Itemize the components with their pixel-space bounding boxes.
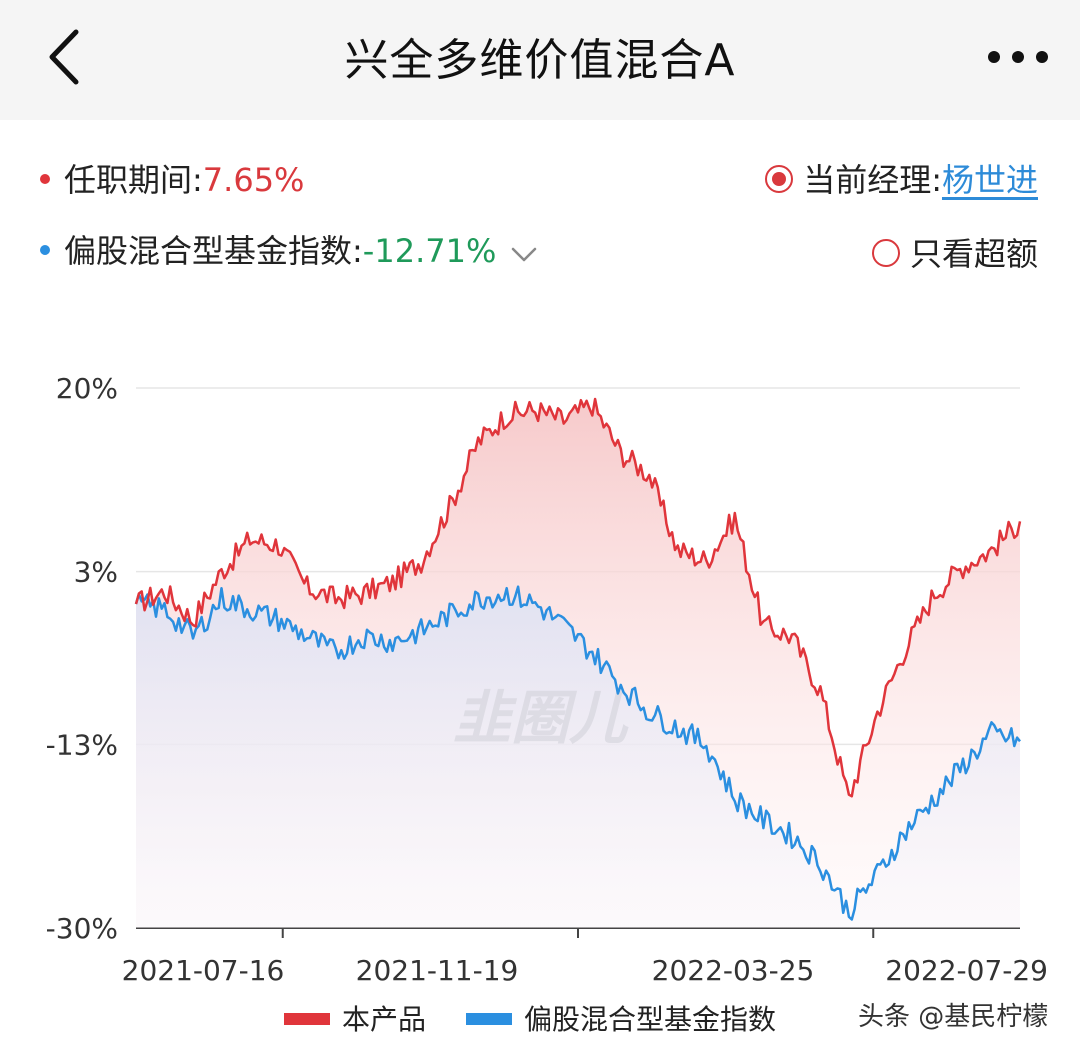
chevron-down-icon [512, 247, 537, 262]
legend-product-label: 本产品 [342, 1003, 427, 1036]
tenure-return: 任职期间:7.65% [40, 155, 304, 201]
chevron-left-icon [49, 29, 79, 85]
top-bar: 兴全多维价值混合A [0, 0, 1080, 120]
manager-name-link[interactable]: 杨世进 [941, 161, 1038, 199]
benchmark-return: 偏股混合型基金指数:-12.71% [40, 226, 538, 272]
y-tick-label: -30% [46, 912, 118, 945]
y-tick-label: -13% [46, 728, 118, 761]
legend-product[interactable]: 本产品 [284, 998, 426, 1038]
x-tick-label: 2021-11-19 [356, 954, 519, 987]
manager-label: 当前经理: [803, 161, 942, 199]
current-manager: 当前经理:杨世进 [765, 155, 1038, 201]
watermark-logo: 韭圈儿 [453, 684, 629, 752]
back-button[interactable] [40, 22, 100, 92]
excess-label: 只看超额 [909, 235, 1038, 273]
performance-chart: 韭圈儿 20% 3% -13% -30%2021-07-16 2021-11-19 202… [46, 372, 1048, 987]
y-tick-label: 3% [74, 556, 118, 589]
x-tick-label: 2022-03-25 [652, 954, 815, 987]
excess-only-toggle[interactable]: 只看超额 [871, 229, 1038, 275]
legend-index-label: 偏股混合型基金指数 [524, 1003, 777, 1036]
page-title: 兴全多维价值混合A [344, 35, 736, 86]
legend-index[interactable]: 偏股混合型基金指数 [466, 998, 776, 1038]
blue-swatch-icon [466, 1013, 512, 1025]
red-swatch-icon [284, 1013, 330, 1025]
excess-only-radio[interactable] [871, 239, 900, 267]
tenure-label: 任职期间: [64, 161, 203, 199]
benchmark-value: -12.71% [362, 232, 497, 270]
x-tick-label: 2022-07-29 [885, 954, 1048, 987]
index-line [134, 585, 1021, 921]
tenure-value: 7.65% [202, 161, 305, 199]
source-watermark: 头条 @基民柠檬 [858, 1002, 1049, 1032]
blue-dot-icon [40, 245, 50, 255]
y-tick-label: 20% [56, 372, 118, 405]
x-tick-label: 2021-07-16 [122, 954, 285, 987]
current-manager-radio[interactable] [765, 165, 794, 193]
red-dot-icon [40, 174, 50, 184]
more-options-button[interactable] [982, 40, 1054, 74]
more-dots-icon [988, 51, 1048, 63]
product-line [134, 397, 1022, 798]
benchmark-dropdown[interactable] [510, 234, 538, 272]
benchmark-label: 偏股混合型基金指数: [64, 232, 363, 270]
